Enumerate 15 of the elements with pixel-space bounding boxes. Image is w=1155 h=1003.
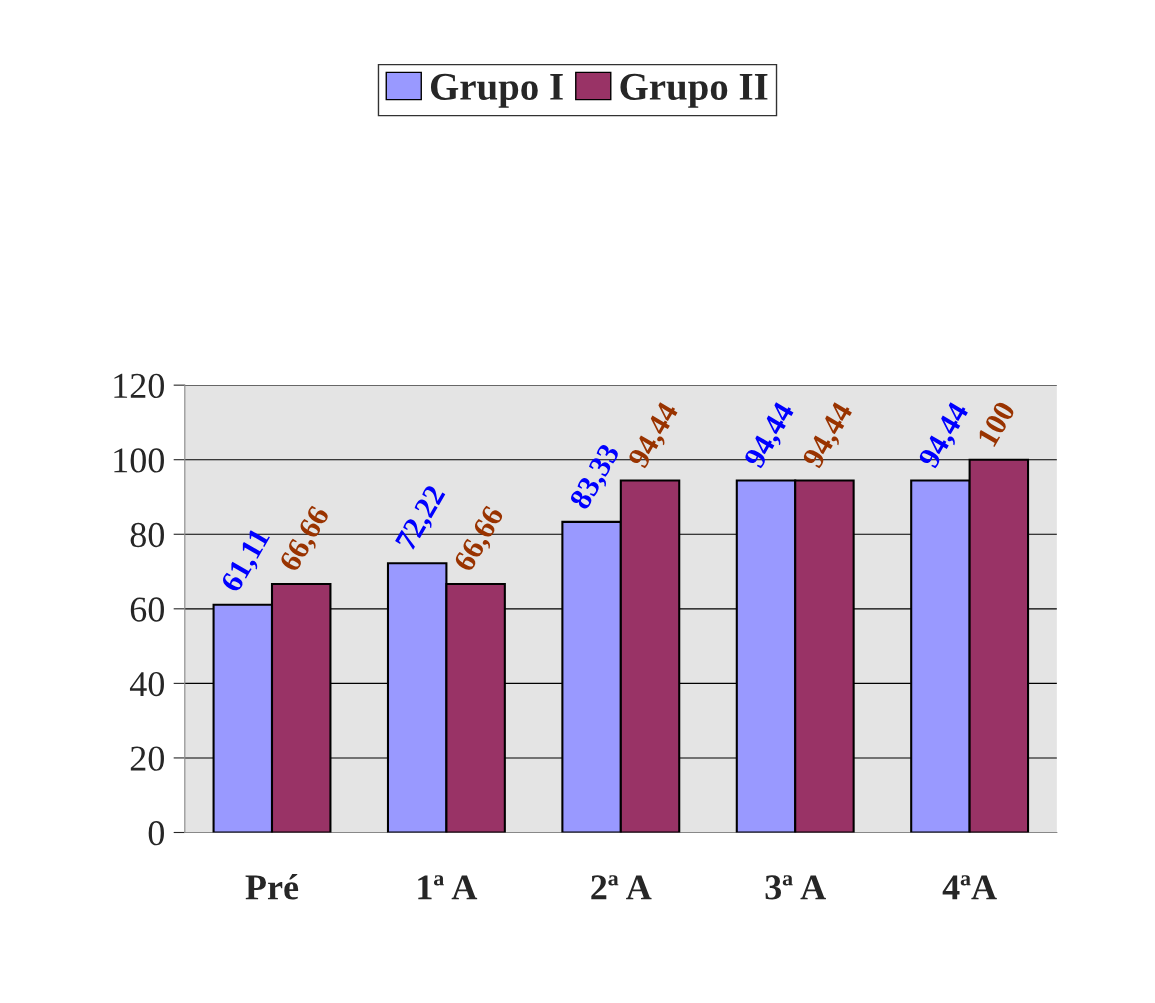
y-tick-label: 60 — [130, 597, 164, 622]
y-tick-label: 120 — [114, 373, 164, 399]
x-tick-label: 4ªA — [942, 875, 997, 900]
x-tick-label: Pré — [245, 874, 299, 900]
x-tick-label: 2ª A — [591, 875, 652, 900]
x-tick-label: 3ª A — [765, 875, 826, 900]
y-tick-label: 100 — [114, 448, 164, 473]
legend-label: Grupo II — [620, 73, 768, 108]
y-tick-label: 80 — [130, 522, 164, 548]
y-tick-label: 20 — [130, 746, 164, 771]
y-tick-label: 0 — [148, 821, 164, 846]
legend-label: Grupo I — [430, 73, 563, 108]
y-tick-label: 40 — [129, 671, 164, 697]
data-label: 100 — [976, 400, 1016, 448]
x-tick-label: 1ª A — [418, 875, 478, 900]
